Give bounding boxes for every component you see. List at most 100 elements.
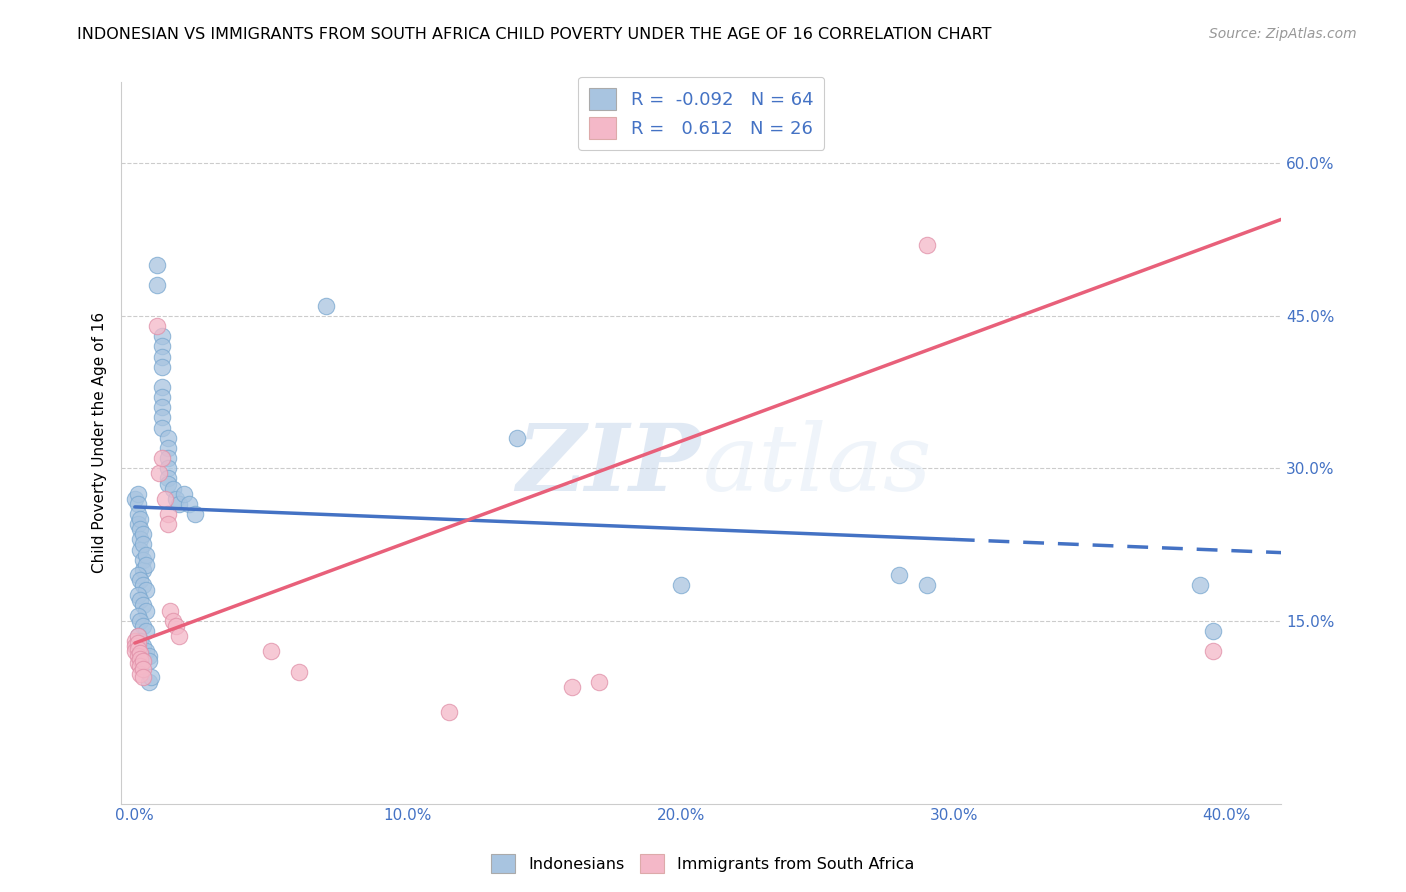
Point [124,491,146,506]
Point [127,629,149,643]
Point [150,350,173,364]
Point [132,537,155,551]
Point [156,451,179,466]
Point [124,639,146,653]
Point [150,359,173,374]
Point [506,431,529,445]
Point [132,654,155,668]
Point [127,486,149,500]
Point [132,527,155,541]
Point [127,636,149,650]
Point [138,674,160,689]
Point [184,507,207,521]
Point [150,451,173,466]
Point [129,614,152,628]
Text: INDONESIAN VS IMMIGRANTS FROM SOUTH AFRICA CHILD POVERTY UNDER THE AGE OF 16 COR: INDONESIAN VS IMMIGRANTS FROM SOUTH AFRI… [77,27,991,42]
Point [129,542,152,557]
Point [150,329,173,343]
Point [135,603,157,617]
Point [135,548,157,562]
Legend: R =  -0.092   N = 64, R =   0.612   N = 26: R = -0.092 N = 64, R = 0.612 N = 26 [578,77,824,150]
Point [260,644,283,658]
Point [167,629,190,643]
Text: atlas: atlas [703,419,932,509]
Point [150,420,173,434]
Point [129,666,152,681]
Point [915,237,938,252]
Point [138,649,160,664]
Point [162,614,184,628]
Point [127,608,149,623]
Point [129,646,152,660]
Point [145,319,167,334]
Text: Source: ZipAtlas.com: Source: ZipAtlas.com [1209,27,1357,41]
Point [129,634,152,648]
Legend: Indonesians, Immigrants from South Africa: Indonesians, Immigrants from South Afric… [485,847,921,880]
Point [150,410,173,425]
Point [129,593,152,607]
Point [173,486,195,500]
Point [150,390,173,404]
Point [135,644,157,658]
Point [159,603,181,617]
Point [124,634,146,648]
Point [167,497,190,511]
Point [127,649,149,664]
Point [124,644,146,658]
Point [1202,644,1225,658]
Point [315,299,337,313]
Point [127,629,149,643]
Point [561,680,583,694]
Point [127,588,149,602]
Point [145,258,167,272]
Point [156,441,179,455]
Point [156,471,179,485]
Point [129,512,152,526]
Point [132,619,155,633]
Point [156,431,179,445]
Point [132,578,155,592]
Point [1188,578,1211,592]
Point [127,507,149,521]
Point [127,497,149,511]
Point [437,705,460,719]
Point [165,491,187,506]
Text: ZIP: ZIP [516,419,700,509]
Point [153,491,176,506]
Point [138,654,160,668]
Point [132,563,155,577]
Point [127,642,149,657]
Point [132,670,155,684]
Point [669,578,692,592]
Point [129,573,152,587]
Point [287,665,309,679]
Point [179,497,201,511]
Point [156,461,179,475]
Point [145,278,167,293]
Point [132,639,155,653]
Point [148,467,170,481]
Point [150,380,173,394]
Point [129,533,152,547]
Point [132,553,155,567]
Point [156,476,179,491]
Point [127,517,149,532]
Point [889,568,911,582]
Point [127,568,149,582]
Point [135,558,157,572]
Point [132,663,155,677]
Point [915,578,938,592]
Point [127,657,149,671]
Point [132,599,155,613]
Point [588,674,610,689]
Point [129,659,152,673]
Point [135,624,157,638]
Point [141,670,163,684]
Y-axis label: Child Poverty Under the Age of 16: Child Poverty Under the Age of 16 [93,312,107,574]
Point [1202,624,1225,638]
Point [150,401,173,415]
Point [150,339,173,353]
Point [129,522,152,536]
Point [165,619,187,633]
Point [156,507,179,521]
